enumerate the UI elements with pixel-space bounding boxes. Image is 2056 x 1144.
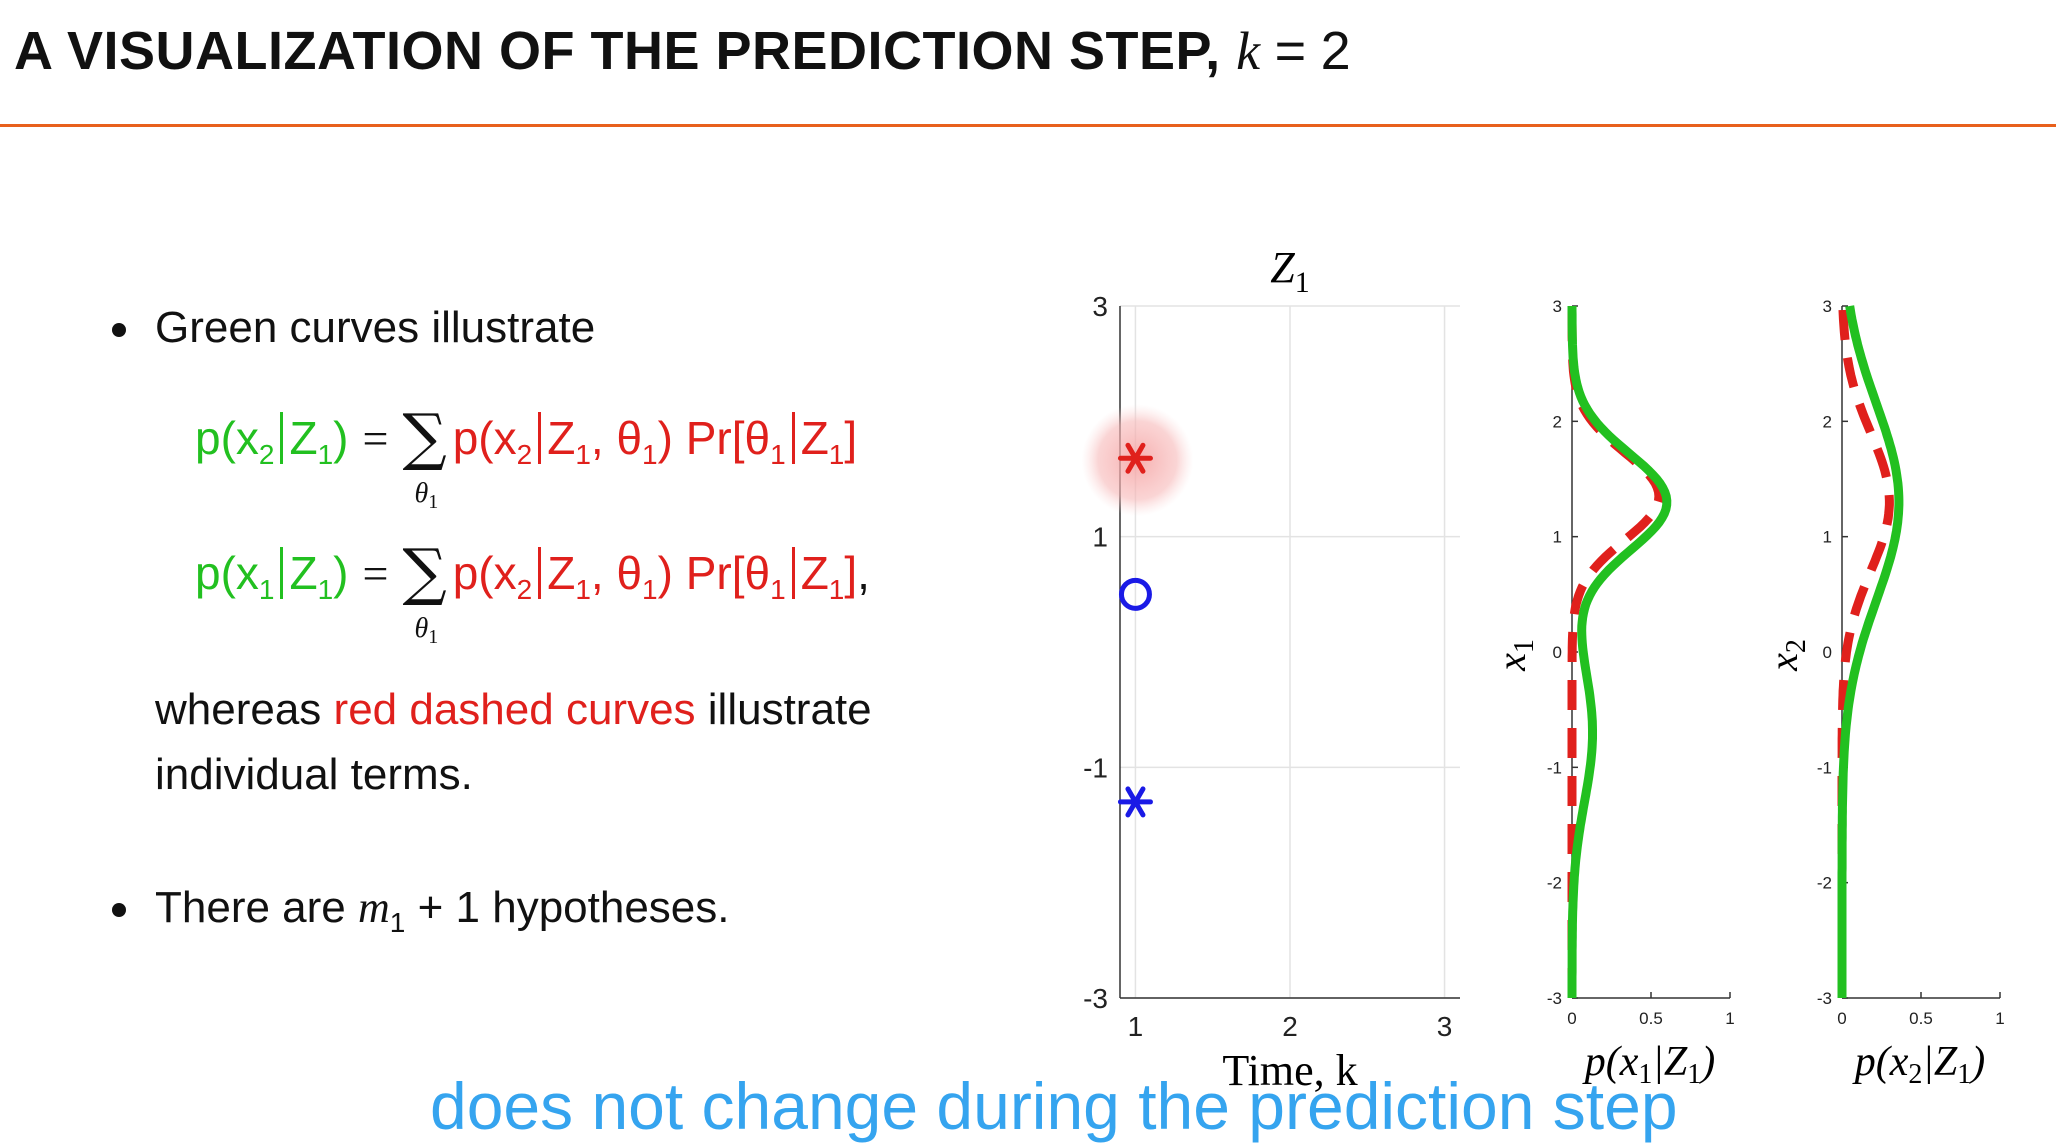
eq2-sum: ∑ θ1 <box>402 535 447 648</box>
scatter-ticks: 1 2 3 -3 -1 1 3 <box>1083 291 1452 1042</box>
density-chart-1: -3 -2 -1 0 1 2 3 0 0.5 1 x1 p(x1|Z1) <box>1489 297 1735 1090</box>
d1-ytick-label: -2 <box>1547 874 1562 893</box>
d1-ytick-label: -3 <box>1547 989 1562 1008</box>
d2-ytick-label: 3 <box>1823 297 1832 316</box>
density-chart-2: -3 -2 -1 0 1 2 3 0 0.5 1 x2 p(x2|Z1) <box>1761 297 2005 1090</box>
scatter-point-asterisk <box>1117 442 1153 474</box>
bullet-2-text: There are m1 + 1 hypotheses. <box>155 883 730 938</box>
d1-xlabel: p(x1|Z1) <box>1582 1039 1716 1090</box>
d2-ylabel: x2 <box>1761 639 1812 672</box>
eq2-lhs: p(x1 Z1) <box>195 547 349 605</box>
scatter-xtick-label: 3 <box>1437 1011 1453 1042</box>
d1-ylabel: x1 <box>1489 639 1540 672</box>
scatter-chart: 1 2 3 -3 -1 1 3 Z1 Time, k <box>1081 243 1460 1095</box>
d2-xlabel: p(x2|Z1) <box>1852 1039 1986 1090</box>
eq2-rhs: p(x2 Z1, θ1) Pr[θ1 Z1] <box>452 547 858 605</box>
equation-1: p(x2 Z1) = ∑ θ1 p(x2 Z1, θ1) Pr[θ1 Z1] <box>195 400 858 513</box>
d1-ytick-label: -1 <box>1547 758 1562 777</box>
d1-ticks: -3 -2 -1 0 1 2 3 0 0.5 1 <box>1547 297 1735 1028</box>
scatter-xtick-label: 2 <box>1282 1011 1298 1042</box>
red-dashed-label: red dashed curves <box>333 685 696 734</box>
video-caption: does not change during the prediction st… <box>430 1069 1678 1143</box>
whereas-line-1: whereas red dashed curves illustrate <box>155 685 872 734</box>
scatter-xtick-label: 1 <box>1128 1011 1144 1042</box>
d1-xtick-label: 0 <box>1567 1009 1576 1028</box>
charts-svg: 1 2 3 -3 -1 1 3 Z1 Time, k -3 -2 -1 0 1 2 3 0 0.5 1 x1 … <box>1081 243 2005 1095</box>
d2-xtick-label: 0.5 <box>1909 1009 1933 1028</box>
d1-xtick-label: 0.5 <box>1639 1009 1663 1028</box>
title-text: A VISUALIZATION OF THE PREDICTION STEP, <box>14 21 1221 81</box>
title-eq: = <box>1274 21 1307 81</box>
bullet-dot-1 <box>112 323 126 337</box>
d1-ytick-label: 3 <box>1553 297 1562 316</box>
d2-ytick-label: -2 <box>1817 874 1832 893</box>
d2-ytick-label: 0 <box>1823 643 1832 662</box>
d1-xtick-label: 1 <box>1725 1009 1734 1028</box>
eq1-lhs: p(x2 Z1) <box>195 412 349 470</box>
title-var: k <box>1236 21 1261 81</box>
d2-ytick-label: -1 <box>1817 758 1832 777</box>
scatter-point-circle <box>1118 577 1152 611</box>
scatter-ytick-label: -3 <box>1083 983 1108 1014</box>
scatter-ytick-label: 3 <box>1092 291 1108 322</box>
title-value: 2 <box>1320 21 1352 81</box>
d2-green-curve <box>1837 305 1904 998</box>
scatter-points <box>1081 404 1194 818</box>
scatter-grid <box>1120 305 1460 999</box>
bullet-dot-2 <box>112 903 126 917</box>
d1-ytick-label: 0 <box>1553 643 1562 662</box>
slide-title: A VISUALIZATION OF THE PREDICTION STEP, … <box>14 20 1351 82</box>
asterisk-stroke <box>1125 442 1146 474</box>
d1-curves <box>1567 306 1672 998</box>
equation-2: p(x1 Z1) = ∑ θ1 p(x2 Z1, θ1) Pr[θ1 Z1], <box>195 535 870 648</box>
d2-ytick-label: 1 <box>1823 528 1832 547</box>
d1-green-curve <box>1567 306 1672 998</box>
d2-ticks: -3 -2 -1 0 1 2 3 0 0.5 1 <box>1817 297 2005 1028</box>
eq1-sum: ∑ θ1 <box>402 400 447 513</box>
bullet-1-text: Green curves illustrate <box>155 303 596 352</box>
scatter-title: Z1 <box>1270 243 1309 299</box>
asterisk-stroke <box>1125 786 1146 818</box>
eq1-rhs: p(x2 Z1, θ1) Pr[θ1 Z1] <box>452 412 858 470</box>
d1-ytick-label: 2 <box>1553 412 1562 431</box>
d2-curves <box>1837 305 1904 998</box>
scatter-xlabel: Time, k <box>1222 1046 1357 1095</box>
d2-xtick-label: 0 <box>1837 1009 1846 1028</box>
scatter-ytick-label: -1 <box>1083 752 1108 783</box>
scatter-ytick-label: 1 <box>1092 522 1108 553</box>
d2-ytick-label: -3 <box>1817 989 1832 1008</box>
whereas-line-2: individual terms. <box>155 750 473 799</box>
d2-xtick-label: 1 <box>1995 1009 2004 1028</box>
d2-ytick-label: 2 <box>1823 412 1832 431</box>
title-rule <box>0 124 2056 127</box>
d1-ytick-label: 1 <box>1553 528 1562 547</box>
scatter-point-asterisk <box>1117 786 1153 818</box>
